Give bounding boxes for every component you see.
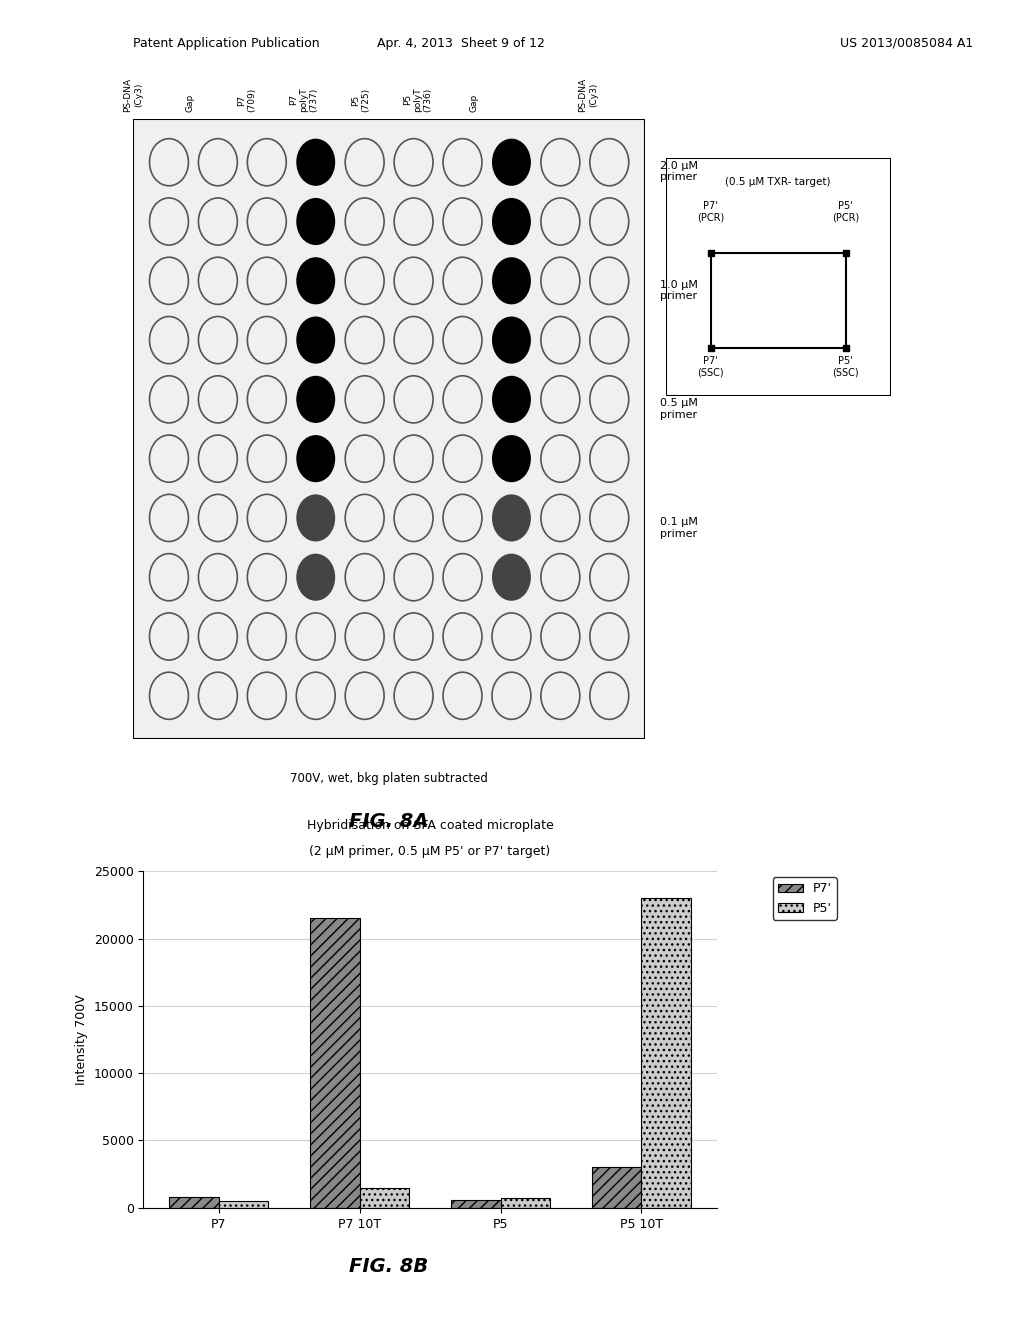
Text: (2 μM primer, 0.5 μM P5' or P7' target): (2 μM primer, 0.5 μM P5' or P7' target): [309, 845, 551, 858]
Circle shape: [492, 139, 530, 186]
Bar: [169, 1197, 219, 1208]
Text: FIG. 8B: FIG. 8B: [349, 1257, 429, 1275]
Legend: P7', P5': P7', P5': [773, 878, 837, 920]
Text: 2.0 μM
primer: 2.0 μM primer: [660, 161, 698, 182]
Text: P7'
(PCR): P7' (PCR): [697, 201, 724, 223]
Circle shape: [296, 553, 335, 601]
Text: US 2013/0085084 A1: US 2013/0085084 A1: [840, 37, 973, 50]
Text: 0.1 μM
primer: 0.1 μM primer: [660, 517, 698, 539]
Text: 700V, wet, bkg platen subtracted: 700V, wet, bkg platen subtracted: [290, 772, 488, 785]
Circle shape: [492, 495, 530, 541]
Circle shape: [492, 436, 530, 482]
Circle shape: [492, 376, 530, 422]
Circle shape: [296, 436, 335, 482]
Bar: [501, 1199, 550, 1208]
Bar: [641, 898, 691, 1208]
Bar: [592, 1167, 641, 1208]
Text: Gap: Gap: [470, 94, 479, 112]
Bar: [310, 919, 359, 1208]
Bar: [359, 1188, 409, 1208]
Y-axis label: Intensity 700V: Intensity 700V: [75, 994, 88, 1085]
Text: P5
(725): P5 (725): [351, 88, 371, 112]
Circle shape: [492, 257, 530, 305]
Text: P7
(709): P7 (709): [238, 88, 257, 112]
Text: Gap: Gap: [185, 94, 195, 112]
Circle shape: [296, 317, 335, 363]
Circle shape: [296, 495, 335, 541]
Text: P7'
(SSC): P7' (SSC): [697, 355, 724, 378]
Text: 1.0 μM
primer: 1.0 μM primer: [660, 280, 698, 301]
Circle shape: [296, 376, 335, 422]
Text: P7
polyT
(737): P7 polyT (737): [289, 87, 318, 112]
Circle shape: [492, 198, 530, 246]
Circle shape: [492, 553, 530, 601]
Bar: [452, 1200, 501, 1208]
Text: PS-DNA
(Cy3): PS-DNA (Cy3): [124, 78, 142, 112]
Text: P5'
(SSC): P5' (SSC): [833, 355, 859, 378]
Text: Patent Application Publication: Patent Application Publication: [133, 37, 319, 50]
Text: P5'
(PCR): P5' (PCR): [833, 201, 859, 223]
Circle shape: [492, 317, 530, 363]
Text: Apr. 4, 2013  Sheet 9 of 12: Apr. 4, 2013 Sheet 9 of 12: [377, 37, 545, 50]
Text: 0.5 μM
primer: 0.5 μM primer: [660, 399, 698, 420]
Circle shape: [296, 139, 335, 186]
Bar: [219, 1201, 268, 1208]
Text: P5
polyT
(736): P5 polyT (736): [402, 87, 432, 112]
Text: (0.5 μM TXR- target): (0.5 μM TXR- target): [725, 177, 831, 187]
Circle shape: [296, 198, 335, 246]
Text: FIG. 8A: FIG. 8A: [349, 812, 429, 830]
Text: PS-DNA
(Cy3): PS-DNA (Cy3): [579, 78, 598, 112]
Circle shape: [296, 257, 335, 305]
Text: Hybridisation on SFA coated microplate: Hybridisation on SFA coated microplate: [307, 818, 553, 832]
